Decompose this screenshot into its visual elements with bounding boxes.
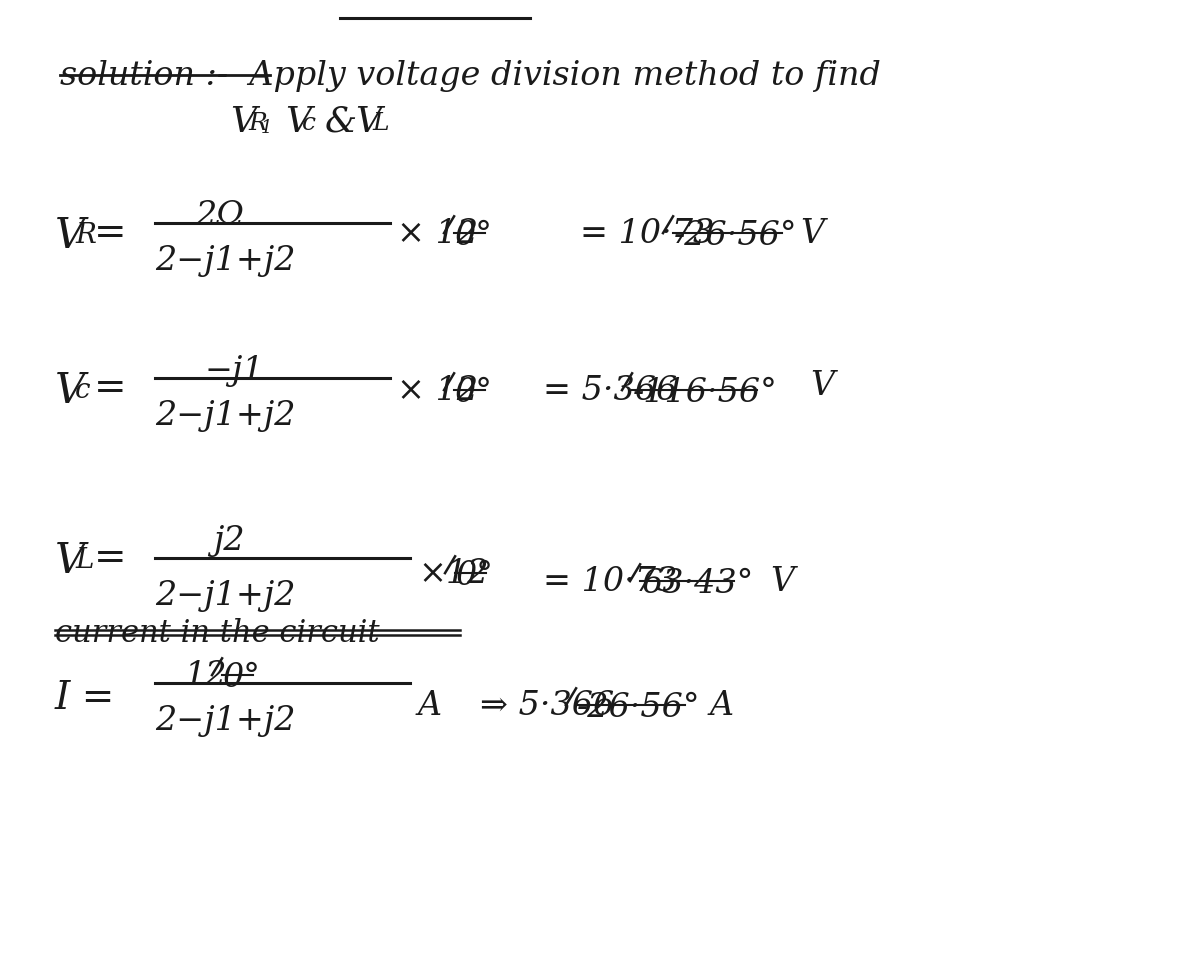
Text: c: c — [302, 112, 316, 135]
Text: V: V — [55, 370, 85, 412]
Text: -116·56°: -116·56° — [634, 376, 778, 409]
Text: 12: 12 — [185, 660, 228, 692]
Text: × 12: × 12 — [397, 218, 478, 250]
Text: V: V — [286, 105, 311, 139]
Text: I =: I = — [55, 680, 115, 717]
Text: 0°: 0° — [455, 376, 493, 409]
Text: V: V — [810, 370, 834, 402]
Text: j2: j2 — [214, 525, 245, 557]
Text: =: = — [94, 540, 127, 577]
Text: L: L — [372, 112, 389, 135]
Text: R: R — [248, 112, 266, 135]
Text: ⇒ 5·366: ⇒ 5·366 — [480, 690, 614, 722]
Text: 0°: 0° — [455, 220, 493, 252]
Text: &: & — [325, 105, 358, 139]
Text: A: A — [418, 690, 442, 722]
Text: V: V — [55, 540, 85, 582]
Text: V: V — [55, 215, 85, 257]
Text: 2−j1+j2: 2−j1+j2 — [155, 245, 295, 277]
Text: 0°: 0° — [456, 560, 494, 592]
Text: 1: 1 — [262, 119, 272, 137]
Text: V: V — [800, 218, 824, 250]
Text: 2−j1+j2: 2−j1+j2 — [155, 580, 295, 612]
Text: = 10·73: = 10·73 — [580, 218, 714, 250]
Text: =: = — [94, 370, 127, 407]
Text: × 12: × 12 — [397, 375, 478, 407]
Text: 2−j1+j2: 2−j1+j2 — [155, 705, 295, 737]
Text: A: A — [710, 690, 734, 722]
Text: −j1: −j1 — [205, 355, 265, 387]
Text: =: = — [94, 215, 127, 252]
Text: c: c — [74, 377, 90, 404]
Text: = 5·366: = 5·366 — [542, 375, 677, 407]
Text: = 10·73: = 10·73 — [542, 566, 677, 598]
Text: V: V — [770, 566, 794, 598]
Text: 63·43°: 63·43° — [641, 567, 754, 600]
Text: current in the circuit: current in the circuit — [55, 618, 379, 649]
Text: 2−j1+j2: 2−j1+j2 — [155, 400, 295, 432]
Text: 2Ω: 2Ω — [194, 200, 244, 232]
Text: V: V — [230, 105, 256, 139]
Text: -26·56°: -26·56° — [577, 692, 701, 723]
Text: L: L — [74, 547, 94, 574]
Text: -26·56°: -26·56° — [674, 220, 798, 252]
Text: solution :-  Apply voltage division method to find: solution :- Apply voltage division metho… — [60, 60, 881, 92]
Text: V: V — [355, 105, 382, 139]
Text: R: R — [74, 222, 96, 249]
Text: 0°: 0° — [223, 662, 262, 694]
Text: ×12: ×12 — [418, 558, 488, 590]
